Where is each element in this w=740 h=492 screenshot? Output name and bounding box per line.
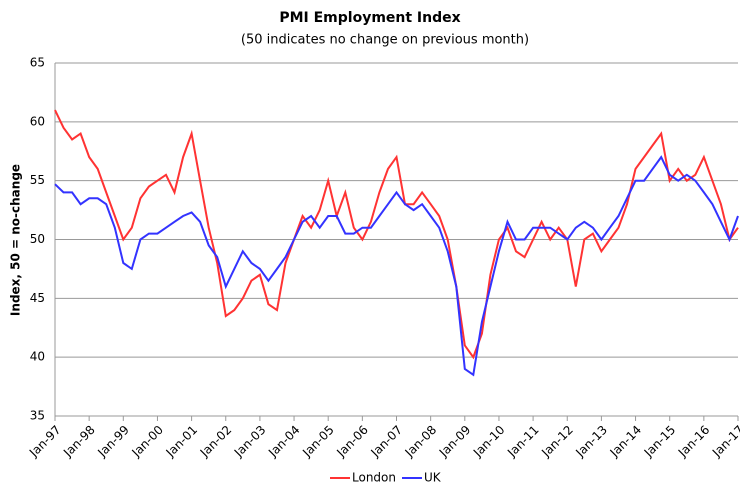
chart-title: PMI Employment Index	[279, 10, 460, 26]
x-tick-label: Jan-00	[128, 423, 166, 461]
chart-subtitle: (50 indicates no change on previous mont…	[241, 33, 529, 48]
x-tick-label: Jan-15	[641, 423, 679, 461]
legend-label: London	[352, 471, 396, 485]
x-tick-label: Jan-07	[368, 423, 406, 461]
series-line	[54, 109, 739, 360]
x-tick-label: Jan-13	[572, 423, 610, 461]
x-tick-label: Jan-05	[299, 423, 337, 461]
x-tick-label: Jan-99	[94, 423, 132, 461]
x-tick-label: Jan-11	[504, 423, 542, 461]
y-tick-label: 65	[30, 56, 45, 70]
x-tick-label: Jan-14	[607, 423, 645, 461]
x-tick-label: Jan-03	[231, 423, 269, 461]
y-tick-label: 60	[30, 114, 45, 128]
x-tick-label: Jan-17	[709, 423, 740, 461]
x-tick-label: Jan-04	[265, 423, 303, 461]
y-tick-label: 40	[30, 350, 45, 364]
y-tick-label: 45	[30, 291, 45, 305]
y-axis-title: Index, 50 = no-change	[9, 164, 23, 316]
y-tick-label: 50	[30, 232, 45, 246]
x-tick-label: Jan-12	[538, 423, 576, 461]
x-tick-label: Jan-02	[197, 423, 235, 461]
x-tick-label: Jan-10	[470, 423, 508, 461]
x-tick-label: Jan-09	[436, 423, 474, 461]
x-tick-label: Jan-97	[26, 423, 64, 461]
x-tick-label: Jan-16	[675, 423, 713, 461]
y-tick-label: 35	[30, 409, 45, 423]
x-tick-label: Jan-01	[163, 423, 201, 461]
x-tick-label: Jan-06	[333, 423, 371, 461]
series-line	[54, 155, 739, 377]
y-tick-label: 55	[30, 173, 45, 187]
legend-label: UK	[424, 471, 442, 485]
x-tick-label: Jan-08	[402, 423, 440, 461]
x-tick-label: Jan-98	[60, 423, 98, 461]
